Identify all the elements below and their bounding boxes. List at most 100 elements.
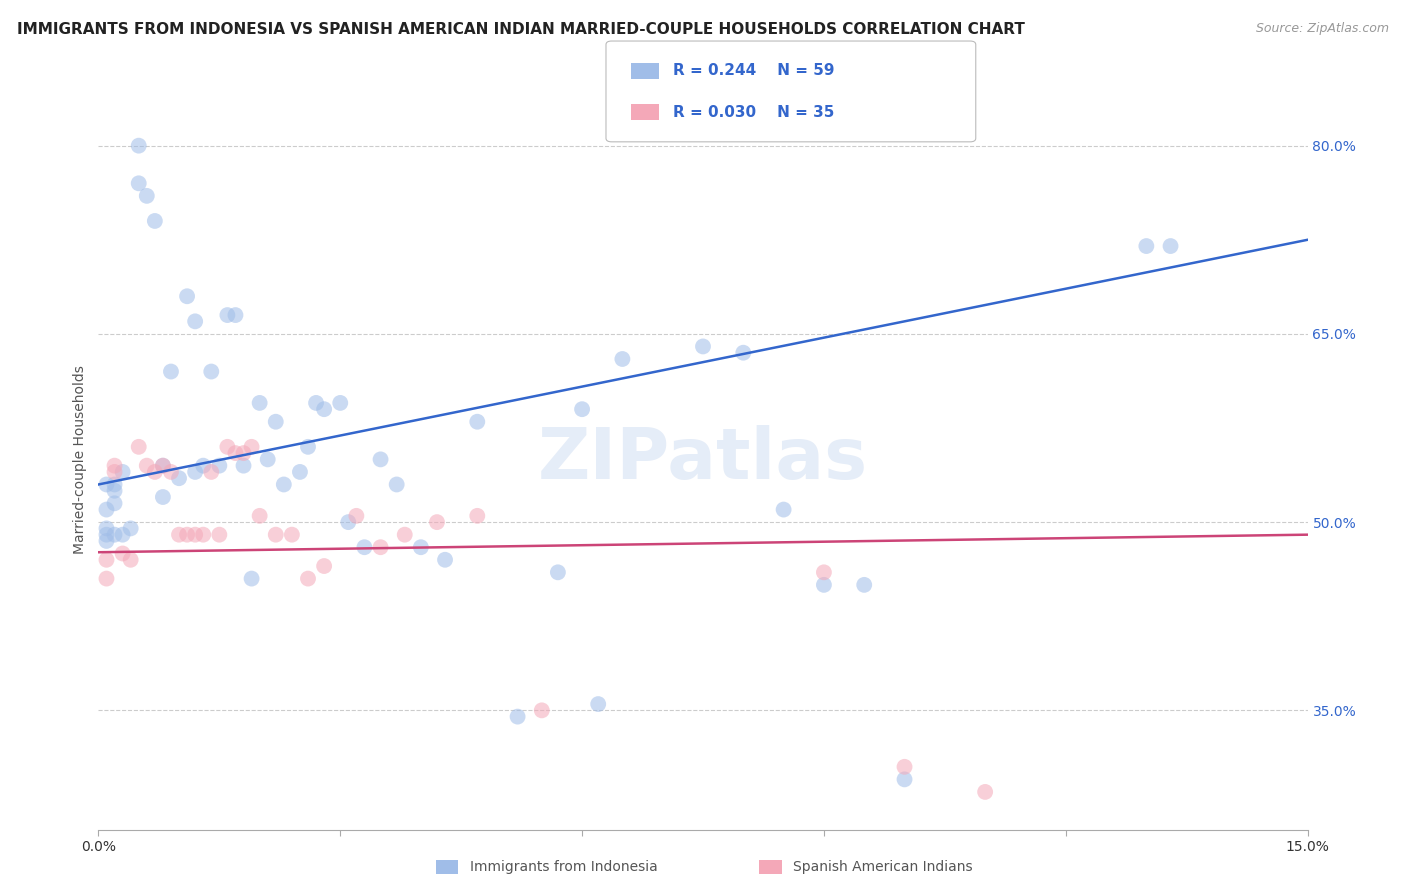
Point [208, 458, 231, 473]
Text: R = 0.030    N = 35: R = 0.030 N = 35 [673, 104, 835, 120]
Point [111, 547, 134, 561]
Point [370, 540, 392, 554]
Point [281, 527, 304, 541]
Point [772, 502, 794, 516]
Point [152, 490, 174, 504]
Text: Spanish American Indians: Spanish American Indians [793, 860, 973, 874]
Point [426, 515, 449, 529]
Point [344, 508, 367, 523]
Point [1135, 239, 1157, 253]
Point [224, 446, 246, 460]
Point [692, 339, 714, 353]
Point [184, 527, 207, 541]
Point [224, 308, 246, 322]
Point [586, 697, 609, 711]
Point [184, 465, 207, 479]
Point [249, 396, 271, 410]
Point [103, 527, 125, 541]
Point [160, 465, 183, 479]
Point [370, 452, 392, 467]
Text: Immigrants from Indonesia: Immigrants from Indonesia [470, 860, 658, 874]
Point [329, 396, 352, 410]
Point [167, 471, 190, 485]
Point [111, 527, 134, 541]
Point [232, 458, 254, 473]
Point [200, 465, 222, 479]
Point [893, 772, 915, 787]
Point [200, 365, 222, 379]
Point [264, 527, 287, 541]
Point [103, 483, 125, 498]
Text: IMMIGRANTS FROM INDONESIA VS SPANISH AMERICAN INDIAN MARRIED-COUPLE HOUSEHOLDS C: IMMIGRANTS FROM INDONESIA VS SPANISH AME… [17, 22, 1025, 37]
Point [297, 572, 319, 586]
Point [96, 572, 118, 586]
Point [264, 415, 287, 429]
Point [208, 527, 231, 541]
Point [385, 477, 408, 491]
Point [305, 396, 328, 410]
Point [193, 527, 215, 541]
Point [314, 559, 336, 574]
Point [111, 465, 134, 479]
Point [273, 477, 295, 491]
Point [530, 703, 553, 717]
Point [288, 465, 311, 479]
Point [184, 314, 207, 328]
Point [152, 458, 174, 473]
Point [103, 496, 125, 510]
Point [465, 415, 488, 429]
Point [128, 138, 150, 153]
Point [176, 289, 198, 303]
Point [120, 521, 142, 535]
Point [434, 553, 457, 567]
Point [409, 540, 432, 554]
Point [160, 365, 183, 379]
Point [96, 521, 118, 535]
Point [143, 214, 166, 228]
Point [96, 527, 118, 541]
Point [297, 440, 319, 454]
Point [152, 458, 174, 473]
Point [217, 308, 239, 322]
Point [135, 458, 157, 473]
Point [103, 465, 125, 479]
Text: Source: ZipAtlas.com: Source: ZipAtlas.com [1256, 22, 1389, 36]
Point [853, 578, 876, 592]
Point [813, 566, 835, 580]
Point [128, 440, 150, 454]
Point [547, 566, 569, 580]
Point [506, 709, 529, 723]
Point [240, 572, 263, 586]
Point [120, 553, 142, 567]
Point [733, 345, 755, 359]
Text: R = 0.244    N = 59: R = 0.244 N = 59 [673, 63, 835, 78]
Point [128, 177, 150, 191]
Point [353, 540, 375, 554]
Point [974, 785, 997, 799]
Y-axis label: Married-couple Households: Married-couple Households [73, 365, 87, 554]
Text: ZIPatlas: ZIPatlas [538, 425, 868, 494]
Point [96, 553, 118, 567]
Point [612, 351, 634, 366]
Point [96, 533, 118, 548]
Point [96, 502, 118, 516]
Point [167, 527, 190, 541]
Point [337, 515, 360, 529]
Point [465, 508, 488, 523]
Point [103, 477, 125, 491]
Point [813, 578, 835, 592]
Point [232, 446, 254, 460]
Point [249, 508, 271, 523]
Point [394, 527, 416, 541]
Point [193, 458, 215, 473]
Point [240, 440, 263, 454]
Point [143, 465, 166, 479]
Point [893, 760, 915, 774]
Point [314, 402, 336, 417]
Point [217, 440, 239, 454]
Point [1160, 239, 1182, 253]
Point [135, 189, 157, 203]
Point [571, 402, 593, 417]
Point [103, 458, 125, 473]
Point [256, 452, 278, 467]
